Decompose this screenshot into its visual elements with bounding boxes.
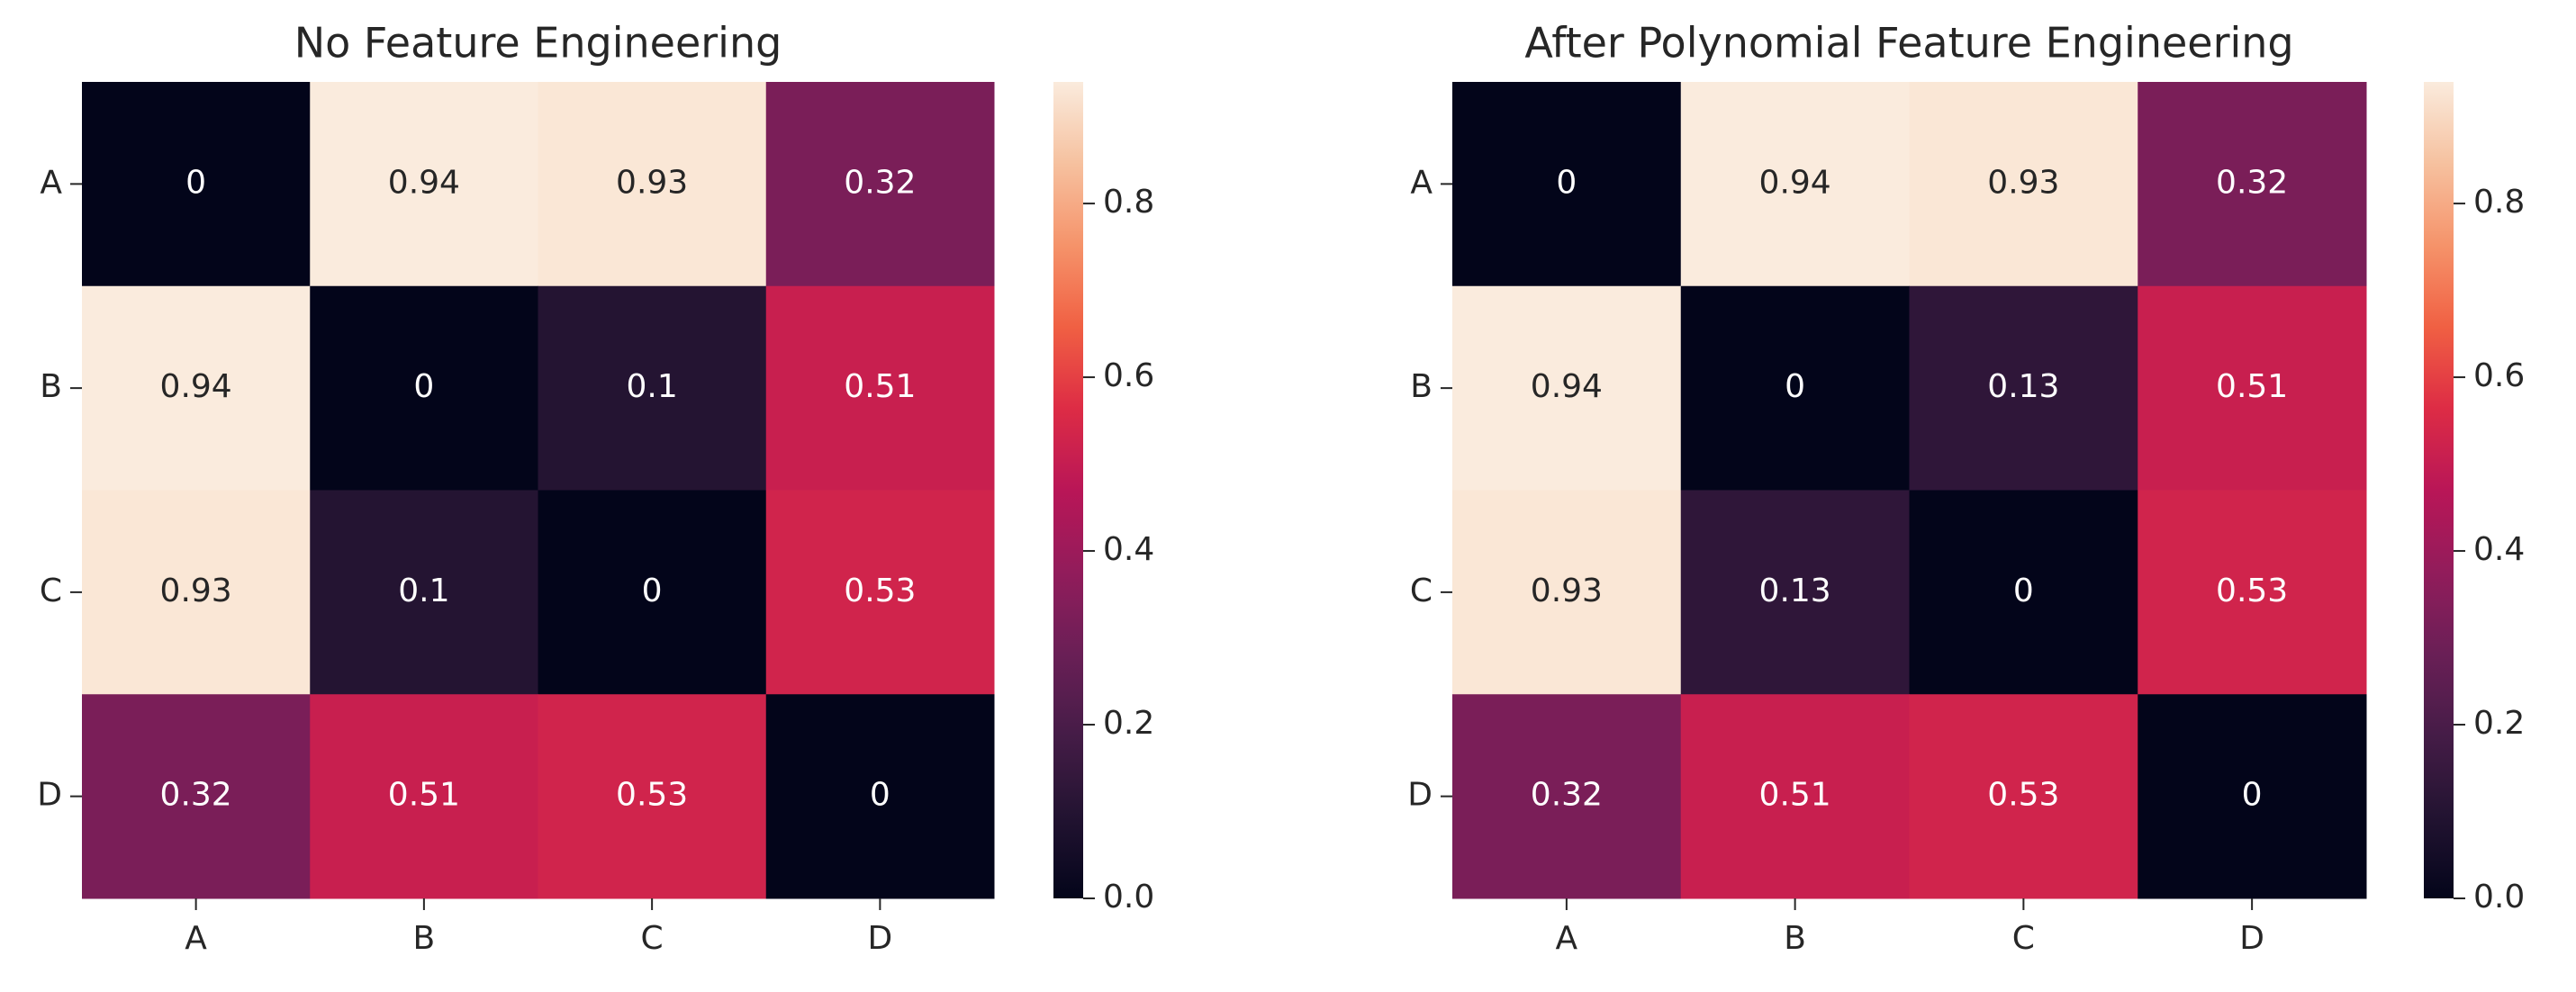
y-tick-label: D	[1407, 777, 1433, 814]
heatmap-cell	[1452, 694, 1682, 899]
cell-label: 0	[2013, 573, 2034, 609]
colorbar-tick-label: 0.6	[1103, 357, 1154, 394]
heatmap-cell	[538, 285, 767, 491]
heatmap-cell	[538, 490, 767, 695]
x-tick-label: A	[1556, 920, 1578, 957]
y-tick-label: B	[40, 368, 62, 405]
x-tick-label: D	[2239, 920, 2264, 957]
cell-label: 0	[2242, 777, 2263, 814]
colorbar-tick-label: 0.2	[1103, 705, 1154, 742]
cell-label: 0.53	[1987, 777, 2059, 814]
x-tick-label: C	[2012, 920, 2035, 957]
heatmap-cell	[1680, 694, 1910, 899]
cell-label: 0.51	[1759, 777, 1831, 814]
heatmap-cell	[310, 285, 538, 491]
heatmap-cell	[1909, 490, 2138, 695]
heatmap-cell	[1452, 285, 1682, 491]
cell-label: 0	[185, 164, 206, 201]
cell-label: 0.13	[1987, 368, 2059, 405]
heatmap-cell	[1680, 82, 1910, 287]
x-tick-label: A	[185, 920, 207, 957]
heatmap-cell	[765, 490, 995, 695]
heatmap-cell	[1909, 694, 2138, 899]
cell-label: 0.53	[616, 777, 688, 814]
cell-label: 0.51	[388, 777, 460, 814]
colorbar-tick-label: 0.8	[2473, 184, 2525, 221]
y-tick-label: A	[1410, 164, 1433, 201]
cell-label: 0.93	[1531, 573, 1603, 609]
heatmap-cell	[310, 82, 538, 287]
cell-label: 0	[1785, 368, 1805, 405]
colorbar-tick-label: 0.4	[1103, 531, 1154, 568]
cell-label: 0.32	[2216, 164, 2288, 201]
cell-label: 0.93	[616, 164, 688, 201]
cell-label: 0.94	[1759, 164, 1831, 201]
y-tick-label: C	[1410, 573, 1433, 609]
cell-label: 0.1	[626, 368, 677, 405]
cell-label: 0	[870, 777, 890, 814]
heatmap-cell	[1909, 82, 2138, 287]
heatmap-cell	[538, 82, 767, 287]
heatmap-cell	[2138, 285, 2367, 491]
x-tick-label: D	[868, 920, 893, 957]
cell-label: 0.53	[844, 573, 916, 609]
cell-label: 0.93	[1987, 164, 2059, 201]
heatmap-cell	[82, 82, 311, 287]
cell-label: 0.51	[2216, 368, 2288, 405]
x-tick-label: B	[1784, 920, 1806, 957]
cell-label: 0.32	[1531, 777, 1603, 814]
heatmap-cell	[82, 490, 311, 695]
heatmap-cell	[765, 82, 995, 287]
chart-title: After Polynomial Feature Engineering	[1524, 19, 2293, 68]
colorbar-tick-label: 0.0	[1103, 879, 1154, 915]
chart-title: No Feature Engineering	[294, 19, 782, 68]
heatmap-cell	[2138, 694, 2367, 899]
colorbar-tick-label: 0.8	[1103, 184, 1154, 221]
colorbar-tick-label: 0.0	[2473, 879, 2525, 915]
cell-label: 0.51	[844, 368, 916, 405]
heatmap-cell	[538, 694, 767, 899]
heatmap-cell	[310, 490, 538, 695]
x-tick-label: C	[641, 920, 664, 957]
heatmap-cell	[1452, 490, 1682, 695]
colorbar-tick-label: 0.4	[2473, 531, 2525, 568]
cell-label: 0.13	[1759, 573, 1831, 609]
y-tick-label: A	[40, 164, 62, 201]
y-tick-label: D	[37, 777, 62, 814]
cell-label: 0	[1556, 164, 1577, 201]
colorbar-tick-label: 0.2	[2473, 705, 2525, 742]
heatmap-cell	[1909, 285, 2138, 491]
cell-label: 0.94	[1531, 368, 1603, 405]
cell-label: 0.53	[2216, 573, 2288, 609]
y-tick-label: B	[1410, 368, 1433, 405]
heatmap-cell	[1680, 490, 1910, 695]
heatmap-cell	[82, 285, 311, 491]
cell-label: 0	[642, 573, 663, 609]
cell-label: 0.32	[844, 164, 916, 201]
colorbar-tick-label: 0.6	[2473, 357, 2525, 394]
heatmap-cell	[2138, 490, 2367, 695]
heatmap-cell	[765, 694, 995, 899]
colorbar	[1053, 82, 1083, 898]
cell-label: 0.94	[160, 368, 232, 405]
cell-label: 0.32	[160, 777, 232, 814]
heatmap-cell	[1680, 285, 1910, 491]
cell-label: 0.93	[160, 573, 232, 609]
colorbar	[2424, 82, 2454, 898]
heatmap-cell	[765, 285, 995, 491]
heatmap-cell	[82, 694, 311, 899]
heatmap-cell	[2138, 82, 2367, 287]
cell-label: 0	[413, 368, 434, 405]
heatmap-cell	[1452, 82, 1682, 287]
heatmap-cell	[310, 694, 538, 899]
cell-label: 0.94	[388, 164, 460, 201]
cell-label: 0.1	[398, 573, 449, 609]
y-tick-label: C	[40, 573, 62, 609]
x-tick-label: B	[413, 920, 436, 957]
